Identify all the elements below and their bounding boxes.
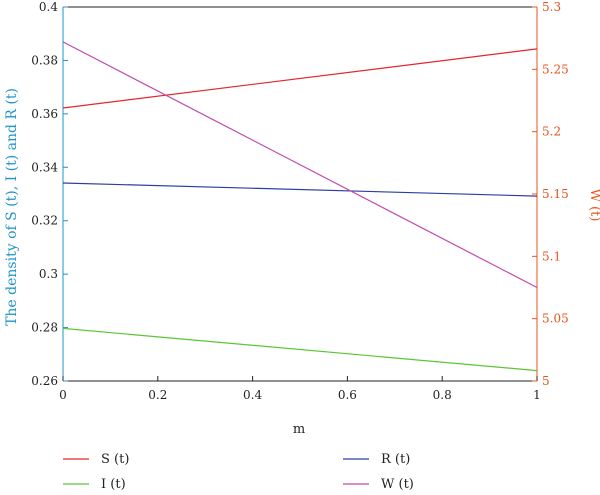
left-tick-label: 0.4 (39, 0, 58, 14)
right-tick-label: 5.25 (542, 62, 569, 76)
right-tick-label: 5.1 (542, 249, 561, 263)
right-tick-label: 5.05 (542, 312, 569, 326)
left-tick-label: 0.3 (39, 267, 58, 281)
left-tick-label: 0.28 (31, 321, 58, 335)
right-axis-label: W (t) (587, 189, 600, 222)
legend-label-st: S (t) (101, 452, 129, 467)
x-axis-label: m (293, 422, 305, 437)
x-tick-label: 0.8 (433, 388, 452, 402)
legend-label-wt: W (t) (381, 477, 414, 492)
left-tick-label: 0.26 (31, 374, 58, 388)
legend: S (t) R (t) I (t) W (t) (63, 452, 414, 492)
series-line-wt (62, 41, 538, 289)
right-tick-label: 5.15 (542, 187, 569, 201)
left-tick-label: 0.34 (31, 160, 58, 174)
left-axis-label: The density of S (t), I (t) and R (t) (4, 88, 20, 326)
x-tick-label: 0.4 (243, 388, 262, 402)
right-tick-label: 5.2 (542, 125, 561, 139)
series-line-it (62, 327, 538, 372)
plot-area: 0 0.2 0.4 0.6 0.8 1 0.26 0.28 0.3 0.32 0.34 0.36 0.3… (31, 0, 568, 402)
left-tick-label: 0.36 (31, 107, 58, 121)
x-tick-label: 0.6 (338, 388, 357, 402)
x-tick-label: 0.2 (148, 388, 167, 402)
x-tick-label: 1 (533, 388, 541, 402)
right-tick-label: 5 (542, 374, 550, 388)
series-line-rt (62, 182, 538, 197)
x-tick-label: 0 (59, 388, 67, 402)
left-tick-label: 0.32 (31, 214, 58, 228)
series-line-st (62, 48, 538, 109)
right-tick-label: 5.3 (542, 0, 561, 14)
legend-label-it: I (t) (101, 477, 126, 492)
legend-label-rt: R (t) (381, 452, 410, 467)
left-tick-label: 0.38 (31, 53, 58, 67)
